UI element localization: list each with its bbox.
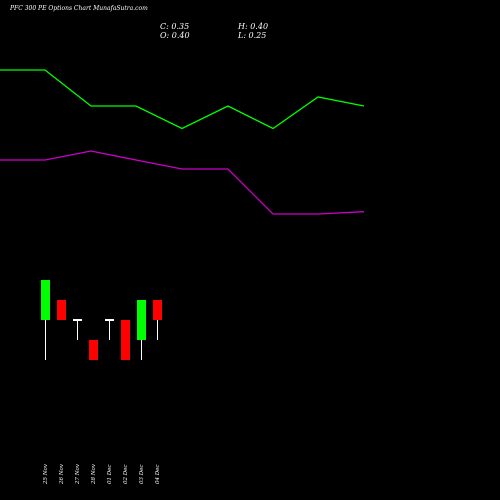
high-readout: H: 0.40 (238, 22, 269, 31)
candle-body (121, 320, 130, 360)
close-readout: C: 0.35 (160, 22, 190, 31)
candle-body (89, 340, 98, 360)
candle-body (153, 300, 162, 320)
x-tick-label: 03 Dec (138, 464, 145, 485)
indicator-line-green (0, 69, 365, 130)
candle-body (57, 300, 66, 320)
x-tick-label: 26 Nov (58, 464, 65, 484)
indicator-lines (0, 69, 365, 215)
candle-body (73, 319, 82, 321)
open-readout: O: 0.40 (160, 31, 190, 40)
x-tick-label: 04 Dec (154, 464, 161, 485)
x-tick-label: 27 Nov (74, 464, 81, 484)
candle-body (137, 300, 146, 340)
x-tick-label: 25 Nov (42, 464, 49, 484)
x-tick-label: 28 Nov (90, 464, 97, 484)
candlestick-series (41, 280, 162, 360)
low-readout: L: 0.25 (238, 31, 267, 40)
x-tick-label: 01 Dec (106, 464, 113, 485)
x-tick-label: 02 Dec (122, 464, 129, 485)
candle-body (41, 280, 50, 320)
indicator-line-magenta (0, 150, 365, 215)
candle-body (105, 319, 114, 321)
chart-title: PFC 300 PE Options Chart MunafaSutra.com (10, 5, 148, 12)
